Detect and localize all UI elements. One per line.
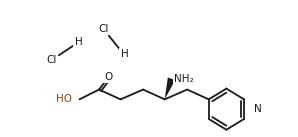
Text: Cl: Cl <box>99 24 109 34</box>
Text: O: O <box>105 72 113 82</box>
Text: Cl: Cl <box>47 55 57 65</box>
Text: H: H <box>74 37 82 47</box>
Text: N: N <box>254 104 262 114</box>
Text: H: H <box>121 49 128 59</box>
Text: NH₂: NH₂ <box>174 74 194 84</box>
Text: HO: HO <box>56 94 72 104</box>
Polygon shape <box>165 78 175 99</box>
